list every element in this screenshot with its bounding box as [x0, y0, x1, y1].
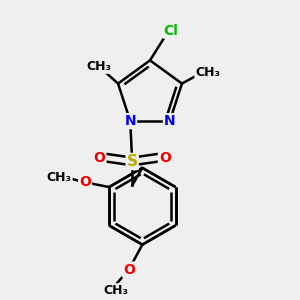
Text: CH₃: CH₃ [195, 66, 220, 79]
Text: O: O [159, 151, 171, 165]
Text: O: O [123, 262, 135, 277]
Text: N: N [124, 114, 136, 128]
Text: CH₃: CH₃ [103, 284, 128, 297]
Text: O: O [94, 151, 106, 165]
Text: CH₃: CH₃ [47, 171, 72, 184]
Text: N: N [164, 114, 176, 128]
Text: CH₃: CH₃ [86, 60, 111, 73]
Text: Cl: Cl [164, 24, 178, 38]
Text: O: O [79, 175, 91, 189]
Text: S: S [127, 154, 138, 169]
